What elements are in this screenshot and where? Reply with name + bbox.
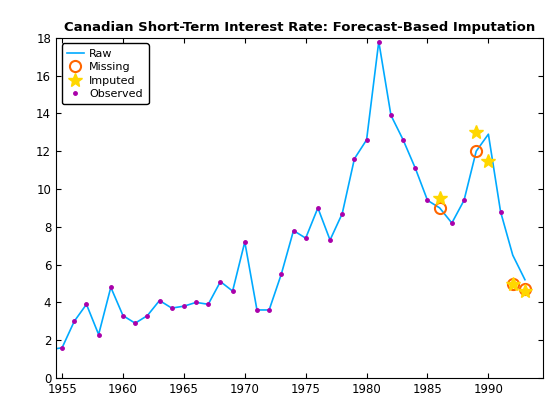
Legend: Raw, Missing, Imputed, Observed: Raw, Missing, Imputed, Observed: [62, 43, 148, 105]
Title: Canadian Short-Term Interest Rate: Forecast-Based Imputation: Canadian Short-Term Interest Rate: Forec…: [64, 21, 535, 34]
